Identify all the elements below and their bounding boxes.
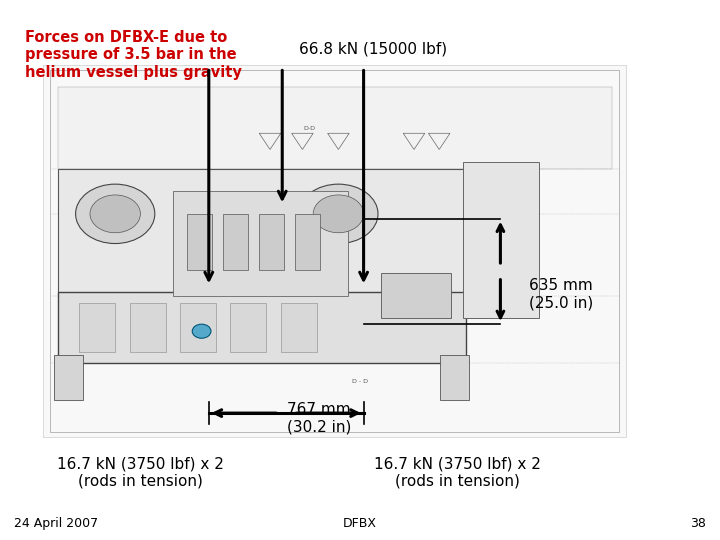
Text: DFBX: DFBX <box>343 517 377 530</box>
Bar <box>463 161 539 318</box>
Text: 16.7 kN (3750 lbf) x 2
(rods in tension): 16.7 kN (3750 lbf) x 2 (rods in tension) <box>374 456 541 489</box>
Text: 38: 38 <box>690 517 706 530</box>
Bar <box>230 303 266 352</box>
Text: 66.8 kN (15000 lbf): 66.8 kN (15000 lbf) <box>299 42 447 57</box>
Bar <box>58 87 612 169</box>
Bar <box>180 303 216 352</box>
Text: 635 mm
(25.0 in): 635 mm (25.0 in) <box>529 278 593 310</box>
Bar <box>223 214 248 270</box>
Bar <box>281 303 317 352</box>
Bar <box>295 214 320 270</box>
Bar <box>79 303 115 352</box>
Bar <box>130 303 166 352</box>
Bar <box>54 355 83 400</box>
Circle shape <box>76 184 155 244</box>
Bar <box>173 192 348 296</box>
Bar <box>58 169 477 296</box>
Text: 16.7 kN (3750 lbf) x 2
(rods in tension): 16.7 kN (3750 lbf) x 2 (rods in tension) <box>57 456 224 489</box>
Circle shape <box>192 324 211 338</box>
Bar <box>187 214 212 270</box>
Bar <box>382 273 451 318</box>
Text: 767 mm
(30.2 in): 767 mm (30.2 in) <box>287 402 351 435</box>
Text: D-D: D-D <box>304 126 315 131</box>
Bar <box>259 214 284 270</box>
Circle shape <box>313 195 364 233</box>
Text: Forces on DFBX-E due to
pressure of 3.5 bar in the
helium vessel plus gravity: Forces on DFBX-E due to pressure of 3.5 … <box>25 30 242 79</box>
Bar <box>50 70 619 432</box>
Text: 24 April 2007: 24 April 2007 <box>14 517 99 530</box>
Bar <box>440 355 469 400</box>
Bar <box>43 65 626 437</box>
Text: D - D: D - D <box>352 379 368 384</box>
Circle shape <box>90 195 140 233</box>
Bar <box>58 292 466 363</box>
Circle shape <box>299 184 378 244</box>
